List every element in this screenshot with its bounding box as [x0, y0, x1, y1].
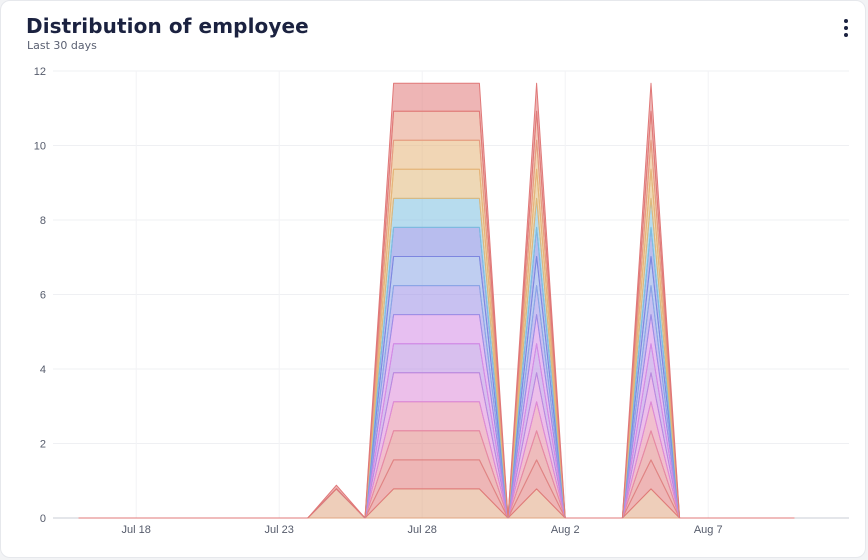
y-tick-label: 2	[40, 439, 46, 451]
more-vertical-icon[interactable]	[837, 17, 855, 39]
chart-title: Distribution of employee	[26, 14, 309, 38]
chart-subtitle: Last 30 days	[27, 39, 97, 52]
y-tick-label: 10	[34, 141, 46, 153]
x-tick-label: Jul 18	[122, 524, 151, 536]
y-tick-label: 8	[40, 215, 46, 227]
y-tick-label: 0	[40, 513, 46, 525]
x-tick-label: Jul 23	[265, 524, 294, 536]
y-tick-label: 6	[40, 290, 46, 302]
x-tick-label: Aug 2	[551, 524, 580, 536]
area-series-1	[78, 488, 795, 519]
y-tick-label: 12	[34, 66, 46, 78]
area-series-15	[78, 82, 795, 519]
y-tick-label: 4	[40, 364, 46, 376]
x-tick-label: Aug 7	[694, 524, 723, 536]
x-tick-label: Jul 28	[408, 524, 437, 536]
